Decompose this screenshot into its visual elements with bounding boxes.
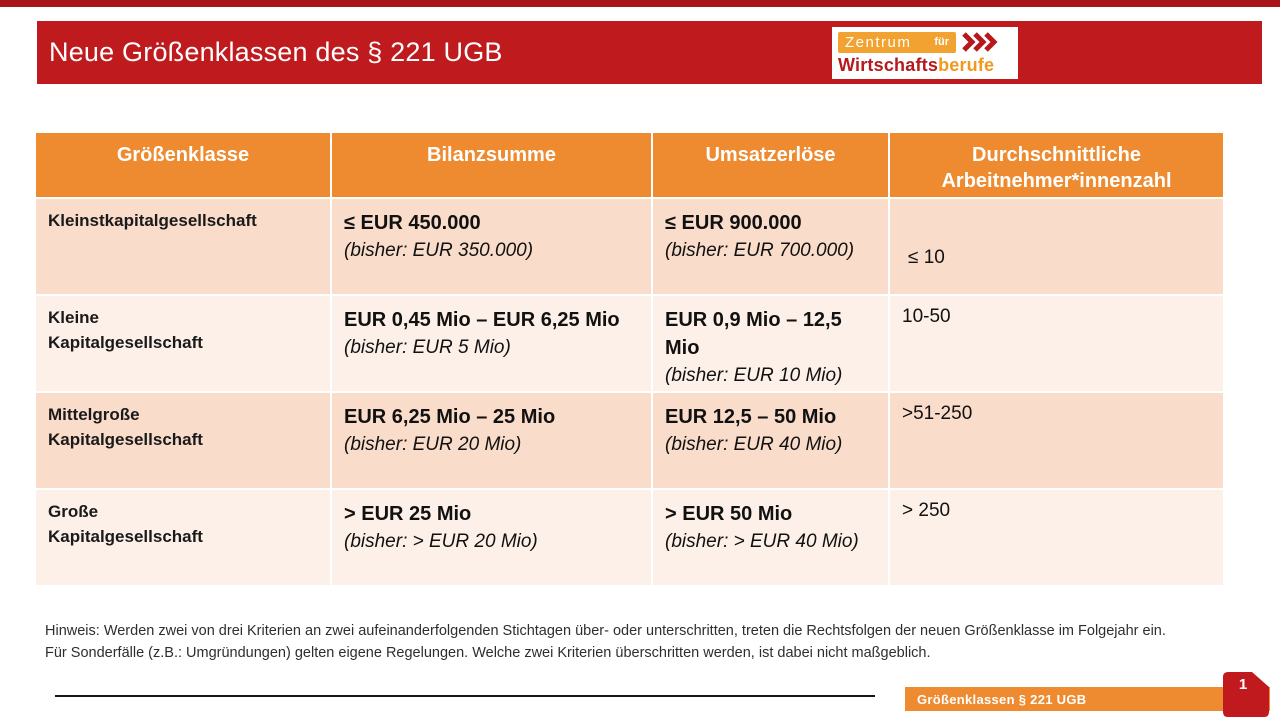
value-old: (bisher: EUR 40 Mio) [665,434,843,455]
table-row-2-employees: 10-50 [890,296,1223,391]
value-new: ≤ EUR 900.000 [665,212,802,234]
footer-topic-label: Größenklassen § 221 UGB [917,691,1087,707]
table-row-1-employees: ≤ 10 [890,199,1223,294]
logo-text-zentrum: Zentrum [845,33,912,51]
value-old: (bisher: EUR 10 Mio) [665,365,843,386]
page-number: 1 [1238,676,1248,693]
page-number-badge: 1 [1223,672,1269,717]
table-row-3-name: Mittelgroße Kapitalgesellschaft [36,393,330,488]
table-row-4-bilanzsumme: > EUR 25 Mio (bisher: > EUR 20 Mio) [332,490,651,585]
value-old: (bisher: > EUR 20 Mio) [344,531,538,552]
table-row-1-umsatzerloese: ≤ EUR 900.000 (bisher: EUR 700.000) [653,199,888,294]
logo-bottom-row: Wirtschaftsberufe [838,53,1012,77]
zentrum-wirtschaftsberufe-logo: Zentrum für Wirtschaftsberufe [832,27,1018,79]
badge-shape [1223,672,1269,717]
table-row-2-umsatzerloese: EUR 0,9 Mio – 12,5 Mio (bisher: EUR 10 M… [653,296,888,391]
footer-bar: Größenklassen § 221 UGB [905,687,1270,711]
column-header-arbeitnehmer: Durchschnittliche Arbeitnehmer*innenzahl [890,133,1223,197]
hinweis-line-1: Hinweis: Werden zwei von drei Kriterien … [45,623,1166,639]
value-old: (bisher: EUR 350.000) [344,240,534,261]
value-new: > EUR 50 Mio [665,503,793,525]
value-new: EUR 6,25 Mio – 25 Mio [344,406,556,428]
table-row-3-bilanzsumme: EUR 6,25 Mio – 25 Mio (bisher: EUR 20 Mi… [332,393,651,488]
table-row-4-employees: > 250 [890,490,1223,585]
hinweis-line-2: Für Sonderfälle (z.B.: Umgründungen) gel… [45,644,931,661]
title-bar: Neue Größenklassen des § 221 UGB [37,21,1262,84]
table-row-4-name: Große Kapitalgesellschaft [36,490,330,585]
page-title: Neue Größenklassen des § 221 UGB [49,37,503,67]
value-new: EUR 0,9 Mio – 12,5 Mio [665,309,842,359]
table-row-4-umsatzerloese: > EUR 50 Mio (bisher: > EUR 40 Mio) [653,490,888,585]
column-header-umsatzerloese: Umsatzerlöse [653,133,888,197]
hinweis-note: Hinweis: Werden zwei von drei Kriterien … [45,621,1235,665]
value-old: (bisher: EUR 5 Mio) [344,337,511,358]
value-new: ≤ EUR 450.000 [344,212,481,234]
table-row-1-bilanzsumme: ≤ EUR 450.000 (bisher: EUR 350.000) [332,199,651,294]
top-accent-strip [0,0,1280,7]
value-old: (bisher: EUR 700.000) [665,240,855,261]
footer-divider-line [55,695,875,697]
table-row-2-name: Kleine Kapitalgesellschaft [36,296,330,391]
value-old: (bisher: EUR 20 Mio) [344,434,522,455]
chevrons-icon [961,32,1001,52]
logo-top-row: Zentrum für [838,31,1012,53]
table-row-3-employees: >51-250 [890,393,1223,488]
table-row-1-name: Kleinstkapitalgesellschaft [36,199,330,294]
value-new: EUR 0,45 Mio – EUR 6,25 Mio [344,309,620,331]
table-row-2-bilanzsumme: EUR 0,45 Mio – EUR 6,25 Mio (bisher: EUR… [332,296,651,391]
logo-text-berufe: berufe [938,55,995,75]
column-header-groessenklasse: Größenklasse [36,133,330,197]
size-classes-table: Größenklasse Bilanzsumme Umsatzerlöse Du… [36,133,1225,585]
logo-text-wirtschafts: Wirtschafts [838,55,939,75]
column-header-bilanzsumme: Bilanzsumme [332,133,651,197]
value-new: > EUR 25 Mio [344,503,472,525]
value-old: (bisher: > EUR 40 Mio) [665,531,859,552]
value-new: EUR 12,5 – 50 Mio [665,406,837,428]
logo-banner: Zentrum für [838,31,956,53]
logo-text-fuer: für [934,36,949,48]
table-row-3-umsatzerloese: EUR 12,5 – 50 Mio (bisher: EUR 40 Mio) [653,393,888,488]
